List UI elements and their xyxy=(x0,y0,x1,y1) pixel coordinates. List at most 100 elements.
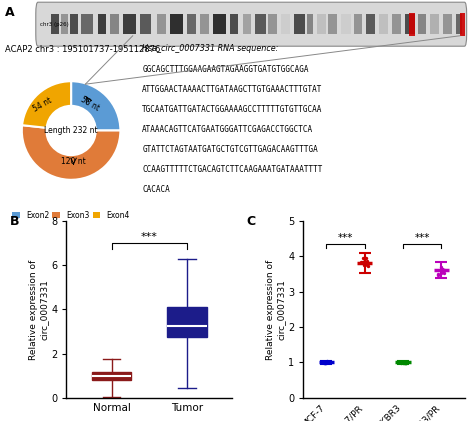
Point xyxy=(359,258,367,265)
Point xyxy=(438,269,445,276)
Point xyxy=(434,270,441,277)
Bar xyxy=(405,14,415,34)
Bar xyxy=(123,14,136,34)
Bar xyxy=(243,14,251,34)
Point xyxy=(440,266,447,273)
Bar xyxy=(268,14,277,34)
Text: B: B xyxy=(9,215,19,228)
Point xyxy=(323,358,330,365)
Y-axis label: Relative expression of
circ_0007331: Relative expression of circ_0007331 xyxy=(266,259,285,360)
Point xyxy=(396,359,404,365)
Point xyxy=(363,261,371,268)
Bar xyxy=(418,14,426,34)
Point xyxy=(321,360,328,366)
Point xyxy=(363,259,370,266)
Point xyxy=(402,360,410,366)
Text: chr3 (p26): chr3 (p26) xyxy=(40,22,69,27)
Bar xyxy=(92,372,131,380)
Point xyxy=(359,255,366,261)
Point xyxy=(400,360,407,366)
Bar xyxy=(294,14,304,34)
Text: Hsa_circ_0007331 RNA sequence:: Hsa_circ_0007331 RNA sequence: xyxy=(142,44,279,53)
Bar xyxy=(200,14,209,34)
Point xyxy=(321,359,328,366)
Point xyxy=(435,272,442,278)
Text: TGCAATGATTGATACTGGAAAAGCCTTTTTGTGTTGCAA: TGCAATGATTGATACTGGAAAAGCCTTTTTGTGTTGCAA xyxy=(142,105,323,114)
FancyBboxPatch shape xyxy=(36,2,466,46)
Bar xyxy=(187,14,196,34)
Point xyxy=(357,259,365,266)
Bar xyxy=(230,14,238,34)
Bar xyxy=(456,14,462,34)
Text: ACAP2 chr3 : 195101737-195112876: ACAP2 chr3 : 195101737-195112876 xyxy=(5,45,160,54)
Text: C: C xyxy=(246,215,255,228)
Text: A: A xyxy=(5,6,14,19)
Text: 54 nt: 54 nt xyxy=(32,96,54,114)
Text: ATTGGAACTAAAACTTGATAAGCTTGTGAAACTTTGTAT: ATTGGAACTAAAACTTGATAAGCTTGTGAAACTTTGTAT xyxy=(142,85,323,94)
Point xyxy=(322,359,329,366)
Bar xyxy=(167,307,207,337)
Bar xyxy=(366,14,375,34)
Point xyxy=(320,359,328,366)
Point xyxy=(402,359,410,366)
Bar xyxy=(460,13,465,36)
Bar xyxy=(255,14,266,34)
Point xyxy=(363,255,370,262)
Point xyxy=(440,270,448,277)
Point xyxy=(440,266,448,273)
Wedge shape xyxy=(22,125,120,180)
Point xyxy=(365,263,372,270)
Text: 58 nt: 58 nt xyxy=(79,94,101,112)
Text: Length 232 nt: Length 232 nt xyxy=(44,126,98,135)
Text: CCAAGTTTTTCTGACAGTCTTCAAGAAATGATAAATTTT: CCAAGTTTTTCTGACAGTCTTCAAGAAATGATAAATTTT xyxy=(142,165,323,174)
Bar xyxy=(379,14,388,34)
Bar xyxy=(392,14,401,34)
Bar xyxy=(213,14,226,34)
Point xyxy=(320,359,328,365)
Point xyxy=(399,359,407,366)
Bar xyxy=(81,14,93,34)
Bar xyxy=(354,14,362,34)
Point xyxy=(364,258,371,264)
Bar xyxy=(140,14,151,34)
Point xyxy=(438,266,446,272)
Point xyxy=(320,359,328,365)
Text: GTATTCTAGTAATGATGCTGTCGTTGAGACAAGTTTGA: GTATTCTAGTAATGATGCTGTCGTTGAGACAAGTTTGA xyxy=(142,145,318,154)
Bar xyxy=(98,14,106,34)
Text: 120 nt: 120 nt xyxy=(61,157,86,165)
Bar xyxy=(443,14,452,34)
Point xyxy=(401,360,409,366)
Point xyxy=(401,359,409,366)
Point xyxy=(401,359,408,365)
Text: GGCAGCTTTGGAAGAAGTAGAAGGTGATGTGGCAGA: GGCAGCTTTGGAAGAAGTAGAAGGTGATGTGGCAGA xyxy=(142,65,309,74)
Point xyxy=(323,358,331,365)
Point xyxy=(361,262,368,269)
Bar xyxy=(430,14,439,34)
Bar xyxy=(70,14,78,34)
Bar xyxy=(110,14,119,34)
Point xyxy=(321,359,328,365)
Text: ***: *** xyxy=(141,232,158,242)
Y-axis label: Relative expression of
circ_0007331: Relative expression of circ_0007331 xyxy=(29,259,48,360)
Bar xyxy=(157,14,166,34)
Bar xyxy=(281,14,290,34)
Bar xyxy=(341,14,352,34)
Point xyxy=(438,264,445,271)
Point xyxy=(359,259,367,266)
Point xyxy=(438,266,446,272)
Bar xyxy=(409,13,415,36)
Bar xyxy=(318,14,326,34)
Text: CACACA: CACACA xyxy=(142,185,170,194)
Point xyxy=(402,359,410,365)
Point xyxy=(398,360,405,367)
Text: ***: *** xyxy=(415,232,430,242)
Wedge shape xyxy=(71,81,120,131)
Bar xyxy=(307,14,313,34)
Bar xyxy=(170,14,183,34)
Bar xyxy=(51,14,59,34)
Bar xyxy=(62,14,68,34)
Legend: Exon2, Exon3, Exon4: Exon2, Exon3, Exon4 xyxy=(9,208,133,223)
Text: ATAAACAGTTCATGAATGGGATTCGAGACCTGGCTCA: ATAAACAGTTCATGAATGGGATTCGAGACCTGGCTCA xyxy=(142,125,313,134)
Text: ***: *** xyxy=(338,232,353,242)
Point xyxy=(439,268,447,274)
